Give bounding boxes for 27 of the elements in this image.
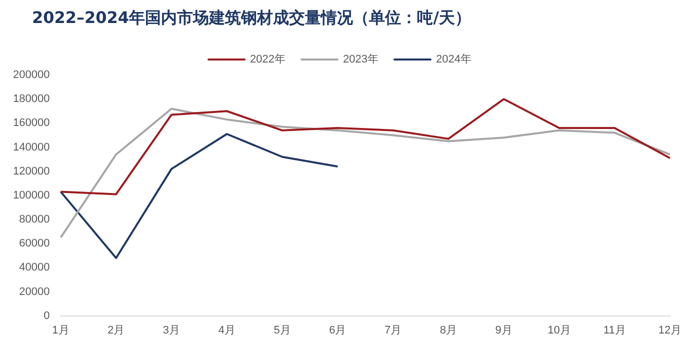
y-tick-label: 180000 [12,93,50,106]
x-tick-label: 12月 [658,324,682,336]
y-tick-label: 200000 [12,69,50,82]
x-tick-label: 11月 [603,324,626,336]
y-tick-label: 80000 [19,214,50,226]
x-tick-label: 4月 [218,324,236,336]
y-tick-label: 60000 [19,238,50,250]
legend-label: 2023年 [343,54,378,66]
legend-label: 2022年 [250,54,286,66]
x-tick-label: 8月 [440,324,457,336]
y-tick-label: 140000 [12,141,50,154]
x-tick-label: 1月 [52,324,70,336]
chart-title: 2022–2024年国内市场建筑钢材成交量情况（单位：吨/天） [32,8,471,29]
x-tick-label: 9月 [495,324,512,336]
y-tick-label: 0 [44,310,50,322]
y-tick-label: 120000 [12,165,50,178]
y-tick-label: 20000 [19,286,50,298]
y-tick-label: 160000 [12,117,50,130]
x-tick-label: 10月 [548,324,571,336]
x-tick-label: 5月 [274,324,291,336]
legend-label: 2024年 [436,54,472,66]
x-tick-label: 2月 [108,324,125,336]
x-tick-label: 3月 [162,324,180,336]
y-tick-label: 100000 [12,189,50,202]
y-tick-label: 40000 [19,262,50,274]
x-tick-label: 6月 [329,324,346,336]
x-tick-label: 7月 [384,324,402,336]
